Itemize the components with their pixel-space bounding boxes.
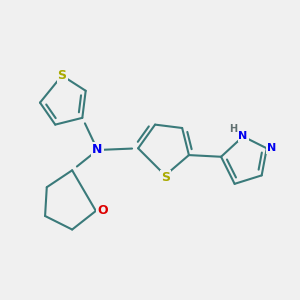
Text: O: O — [97, 204, 108, 218]
Text: N: N — [267, 143, 277, 153]
Text: S: S — [58, 69, 67, 82]
Text: N: N — [92, 143, 103, 157]
Text: N: N — [238, 131, 248, 142]
Text: S: S — [161, 171, 170, 184]
Text: H: H — [230, 124, 238, 134]
